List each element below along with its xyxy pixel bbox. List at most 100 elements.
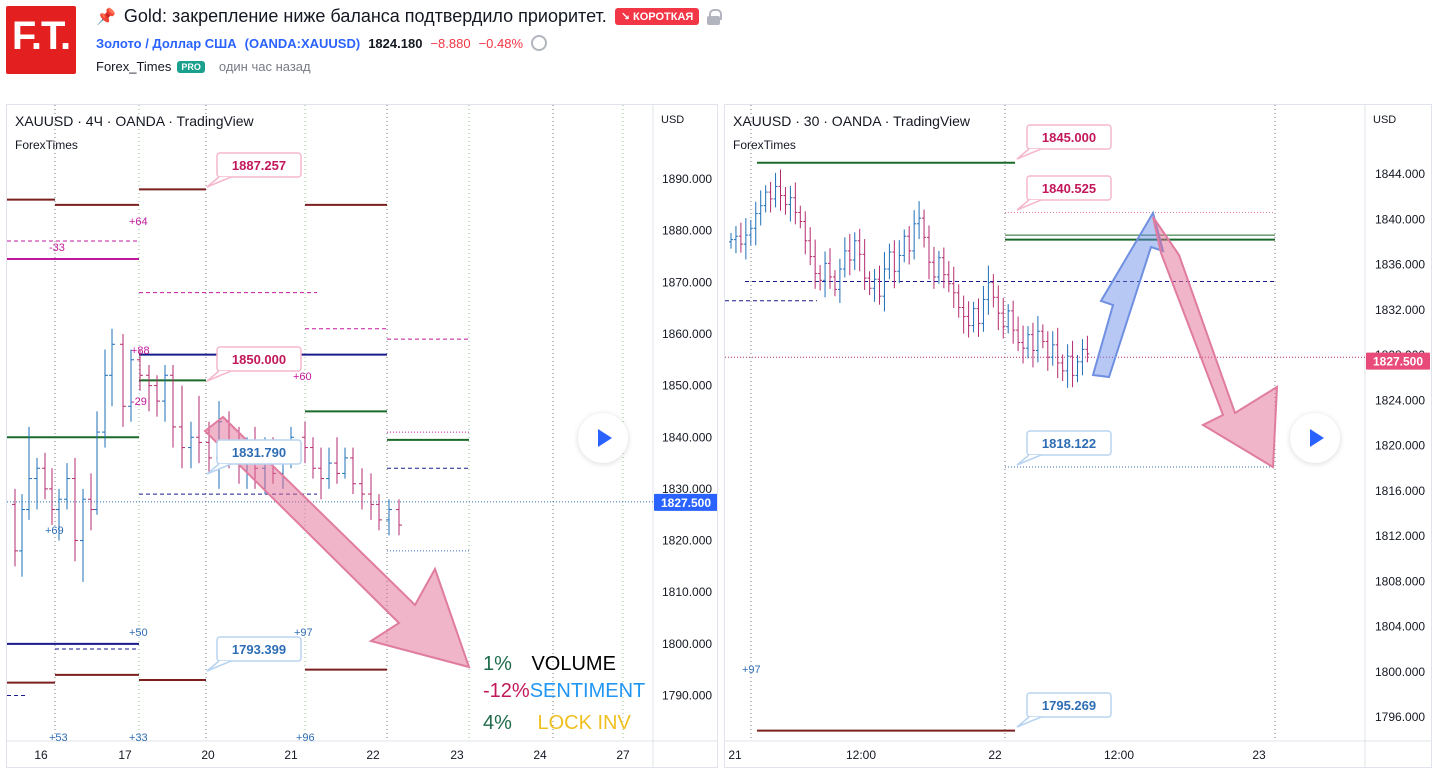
y-tick-label: 1844.000 (1375, 167, 1425, 181)
y-tick-label: 1832.000 (1375, 303, 1425, 317)
y-tick-label: 1840.000 (1375, 212, 1425, 226)
y-tick-label: 1836.000 (1375, 258, 1425, 272)
y-tick-label: 1800.000 (662, 637, 712, 651)
x-tick-label: 20 (201, 748, 215, 762)
symbol-line: Золото / Доллар США (OANDA:XAUUSD) 1824.… (96, 35, 548, 51)
chart_data.1.price_labels.1.text-box (1026, 175, 1112, 201)
author-link[interactable]: Forex_Times (96, 59, 172, 74)
chart-30m[interactable]: USD1844.0001840.0001836.0001832.0001828.… (724, 104, 1432, 768)
logo-text: F.T. (11, 14, 71, 58)
chart_data.0.price_labels.1.text: 1850.000 (232, 352, 286, 367)
chart-4h-canvas[interactable]: USD 1890.000 1880.000 1870.000 1860.000 1850.… (7, 105, 718, 768)
chart_data.0.price_labels.2.text-tip (206, 463, 232, 475)
x-tick-label: 23 (450, 748, 464, 762)
y-tick-label: 1830.000 (662, 482, 712, 496)
chart_data.0.price_labels.0.text-tip (206, 176, 232, 188)
legend-lock-label: LOCK INV (537, 712, 631, 734)
legend-sentiment: -12%SENTIMENT (483, 680, 645, 703)
alarm-clock-icon[interactable] (531, 35, 548, 51)
forecast-arrow-down (1152, 216, 1279, 469)
forecast-arrow-up (1091, 210, 1165, 379)
legend-lock-pct: 4% (483, 712, 512, 734)
time-ago: один час назад (218, 59, 311, 74)
chart_data.0.price_labels.3.text-tip (206, 660, 232, 672)
chart-30m-subtitle: ForexTimes (733, 138, 796, 152)
chart_data.0.price_labels.0.text: 1887.257 (232, 158, 286, 173)
chart_data.1.price_labels.0.text: 1845.000 (1042, 130, 1096, 145)
y-tick-label: 1812.000 (1375, 529, 1425, 543)
x-tick-label: 24 (533, 748, 547, 762)
chart-30m-title: XAUUSD · 30 · OANDA · TradingView (733, 113, 971, 129)
chart_data.1.price_labels.0.text-box (1026, 124, 1112, 150)
x-tick-label: 21 (728, 748, 742, 762)
level-annotation: +33 (129, 732, 148, 744)
legend-sentiment-pct: -12% (483, 680, 530, 702)
chart-4h-subtitle: ForexTimes (15, 138, 78, 152)
level-annotation: +97 (742, 664, 761, 676)
level-annotation: +53 (49, 732, 68, 744)
y-tick-label: 1800.000 (1375, 665, 1425, 679)
y-tick-label: 1820.000 (1375, 439, 1425, 453)
axis-currency: USD (661, 114, 684, 126)
y-tick-label: 1820.000 (662, 534, 712, 548)
symbol-price: 1824.180 (368, 35, 423, 51)
y-tick-label: 1850.000 (662, 379, 712, 393)
x-tick-label: 23 (1252, 748, 1266, 762)
x-tick-label: 22 (366, 748, 380, 762)
x-tick-label: 21 (284, 748, 298, 762)
symbol-change: −8.880 (430, 35, 471, 51)
author-line: Forex_Times PRO один час назад (96, 59, 311, 74)
chart_data.1.price_labels.2.text-tip (1016, 454, 1042, 466)
last-price-badge (1366, 352, 1430, 370)
chart_data.1.price_labels.3.text-box (1026, 692, 1112, 718)
symbol-change-pct: −0.48% (478, 35, 524, 51)
x-tick-label: 16 (34, 748, 48, 762)
y-tick-label: 1860.000 (662, 327, 712, 341)
idea-title: Gold: закрепление ниже баланса подтверди… (123, 6, 607, 26)
chart-4h[interactable]: USD 1890.000 1880.000 1870.000 1860.000 1850.… (6, 104, 718, 768)
y-tick-label: 1790.000 (662, 689, 712, 703)
level-annotation: +64 (129, 216, 148, 228)
lock-icon (707, 8, 723, 25)
y-tick-label: 1804.000 (1375, 620, 1425, 634)
legend-volume-label: VOLUME (531, 653, 616, 675)
logo[interactable]: F.T. (6, 6, 76, 74)
level-annotation: -33 (49, 242, 65, 254)
y-tick-label: 1808.000 (1375, 574, 1425, 588)
x-tick-label: 12:00 (1104, 748, 1134, 762)
level-annotation: +69 (45, 525, 64, 537)
legend-volume: 1% VOLUME (483, 653, 616, 676)
chart_data.1.price_labels.3.text-tip (1016, 716, 1042, 728)
short-badge: ↘ КОРОТКАЯ (614, 8, 700, 25)
level-annotation: +96 (296, 732, 315, 744)
chart_data.1.price_labels.3.text: 1795.269 (1042, 698, 1096, 713)
chart_data.1.price_labels.0.text-tip (1016, 148, 1042, 160)
chart_data.0.price_labels.1.text-tip (206, 370, 232, 382)
symbol-ticker-link[interactable]: (OANDA:XAUUSD) (244, 35, 361, 51)
play-button[interactable] (1290, 413, 1340, 463)
last-price-text: 1827.500 (661, 496, 711, 510)
level-annotation: +97 (294, 627, 313, 639)
symbol-name-link[interactable]: Золото / Доллар США (96, 35, 237, 51)
play-button[interactable] (578, 413, 628, 463)
legend-volume-pct: 1% (483, 653, 512, 675)
chart_data.0.price_labels.3.text: 1793.399 (232, 642, 286, 657)
legend-lock-inv: 4% LOCK INV (483, 712, 631, 735)
y-tick-label: 1870.000 (662, 275, 712, 289)
level-annotation: +60 (293, 371, 312, 383)
axis-currency: USD (1373, 114, 1396, 126)
idea-title-row: 📌 Gold: закрепление ниже баланса подтвер… (96, 6, 723, 27)
chart-30m-canvas[interactable]: USD1844.0001840.0001836.0001832.0001828.… (725, 105, 1432, 768)
chart_data.0.price_labels.1.text-box (216, 346, 302, 372)
last-price-badge (654, 493, 717, 511)
level-annotation: +50 (129, 627, 148, 639)
chart_data.0.price_labels.2.text: 1831.790 (232, 445, 286, 460)
y-tick-label: 1880.000 (662, 224, 712, 238)
pin-icon[interactable]: 📌 (96, 8, 116, 26)
chart_data.1.price_labels.1.text-tip (1016, 199, 1042, 211)
y-tick-label: 1840.000 (662, 430, 712, 444)
pro-badge: PRO (177, 60, 205, 73)
x-tick-label: 17 (118, 748, 132, 762)
y-tick-label: 1796.000 (1375, 710, 1425, 724)
last-price-text: 1827.500 (1373, 355, 1423, 369)
